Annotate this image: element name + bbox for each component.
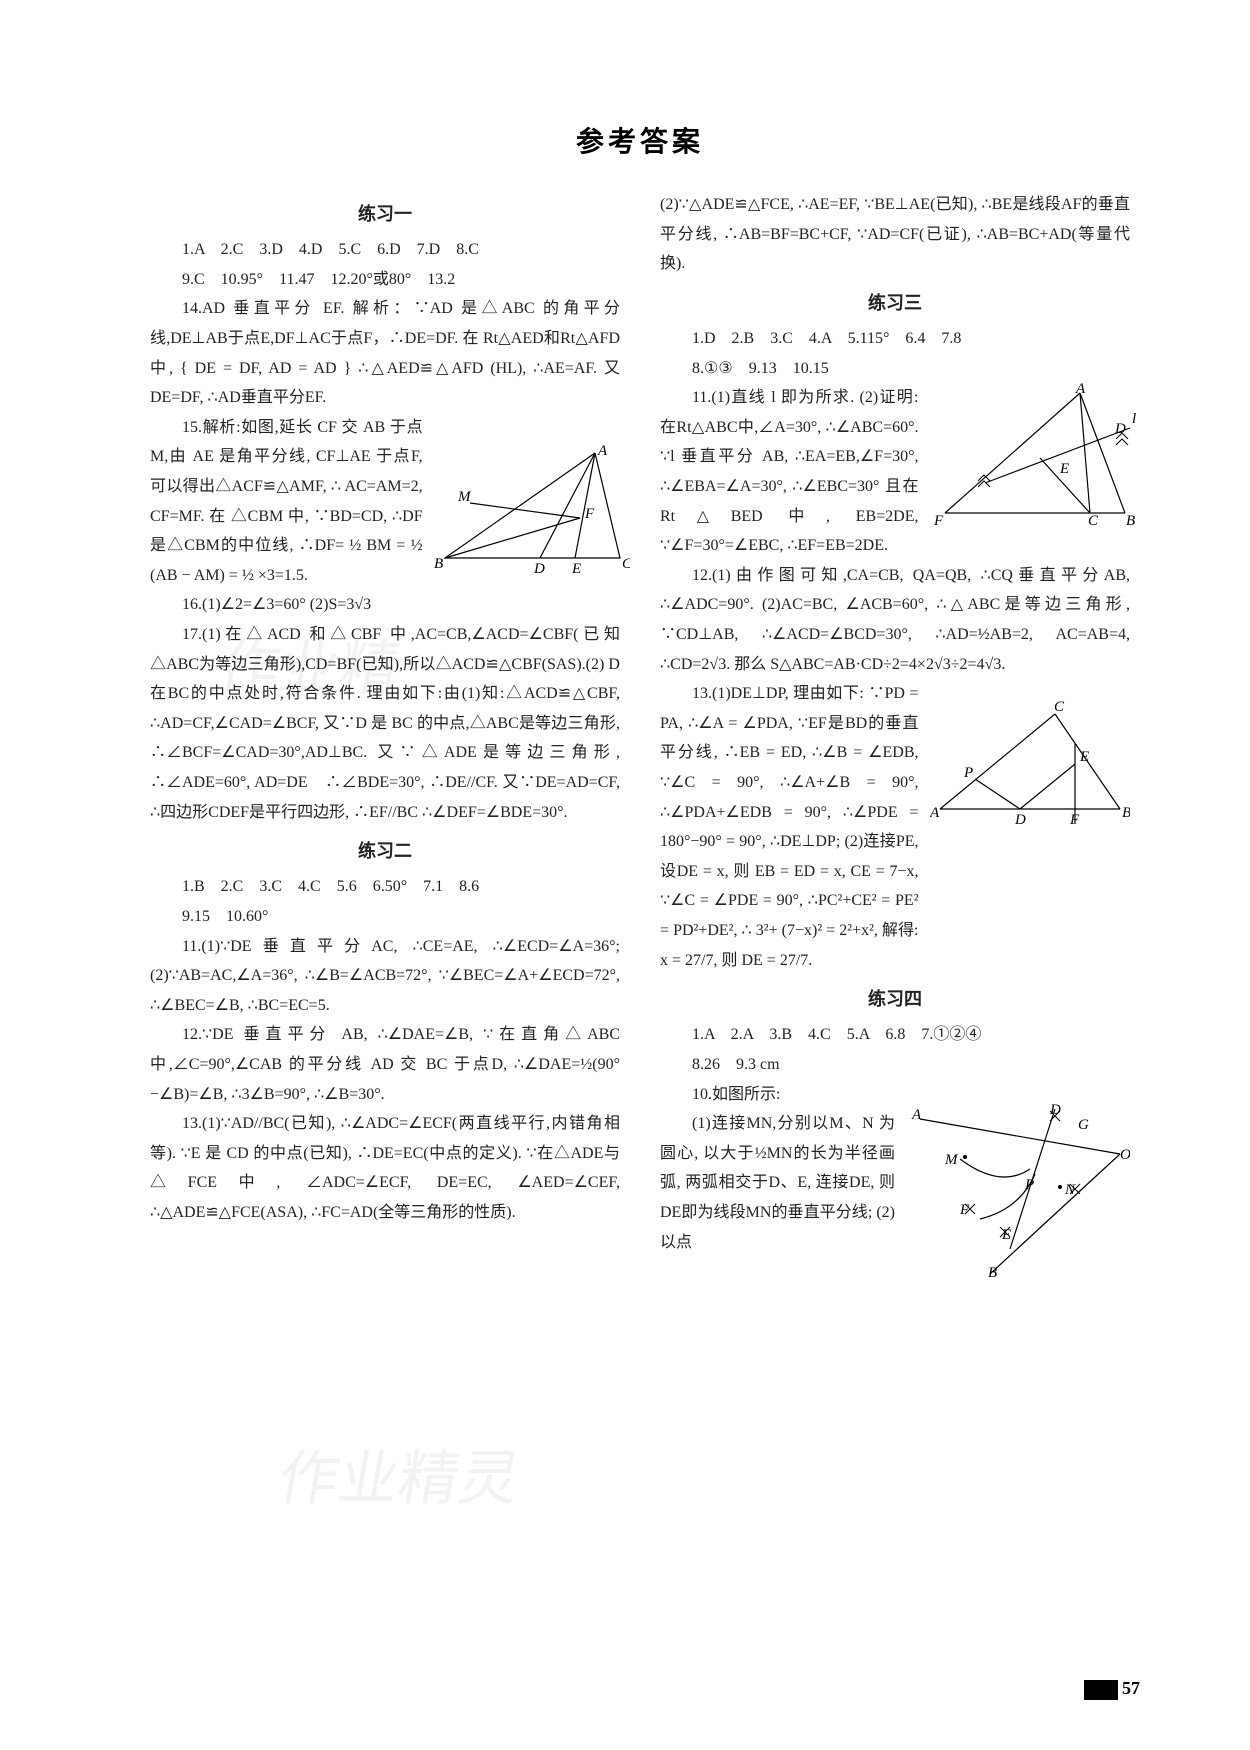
figure-q3-13: A B C D E F P	[930, 699, 1130, 829]
left-column: 练习一 1.A 2.C 3.D 4.D 5.C 6.D 7.D 8.C 9.C …	[150, 190, 620, 1257]
svg-text:C: C	[1054, 699, 1065, 715]
svg-text:A: A	[597, 443, 608, 459]
svg-text:F: F	[933, 513, 944, 529]
svg-text:M: M	[457, 489, 472, 505]
answers-1-line1: 1.A 2.C 3.D 4.D 5.C 6.D 7.D 8.C	[150, 235, 620, 265]
answers-3-line2: 8.①③ 9.13 10.15	[660, 354, 1130, 384]
svg-text:B: B	[434, 556, 443, 572]
svg-text:O: O	[1120, 1147, 1130, 1163]
svg-text:F: F	[1069, 812, 1080, 828]
answers-4-line2: 8.26 9.3 cm	[660, 1050, 1130, 1080]
svg-text:E: E	[1079, 749, 1089, 765]
svg-text:P: P	[1024, 1177, 1034, 1193]
svg-text:E: E	[1059, 461, 1069, 477]
q2-11: 11.(1)∵DE垂直平分AC, ∴CE=AE, ∴∠ECD=∠A=36°; (…	[150, 932, 620, 1021]
svg-text:G: G	[1078, 1117, 1089, 1133]
page-number-box-icon	[1084, 1680, 1118, 1700]
geometry-diagram-icon: A D G O M N P F E B	[910, 1099, 1130, 1279]
svg-text:B: B	[1122, 805, 1130, 821]
q3-11: 11.(1)直线 l 即为所求. (2)证明: 在Rt△ABC中,∠A=30°,…	[660, 383, 919, 561]
figure-q3-11: A B C F D E l	[930, 383, 1140, 533]
q3-12: 12.(1)由作图可知,CA=CB, QA=QB, ∴CQ垂直平分AB, ∴∠A…	[660, 561, 1130, 679]
svg-text:F: F	[584, 506, 595, 522]
svg-text:P: P	[963, 765, 973, 781]
answers-1-line2: 9.C 10.95° 11.47 12.20°或80° 13.2	[150, 265, 620, 295]
svg-text:D: D	[533, 561, 545, 577]
svg-text:M: M	[944, 1152, 959, 1168]
geometry-diagram-icon: A B C F D E l	[930, 383, 1140, 533]
section-title-3: 练习三	[660, 287, 1130, 320]
q2-13-cont: (2)∵△ADE≌△FCE, ∴AE=EF, ∵BE⊥AE(已知), ∴BE是线…	[660, 190, 1130, 279]
svg-text:A: A	[911, 1107, 922, 1123]
svg-text:B: B	[988, 1265, 997, 1279]
q2-13: 13.(1)∵AD//BC(已知), ∴∠ADC=∠ECF(两直线平行,内错角相…	[150, 1109, 620, 1227]
answers-2-line1: 1.B 2.C 3.C 4.C 5.6 6.50° 7.1 8.6	[150, 872, 620, 902]
two-columns: 练习一 1.A 2.C 3.D 4.D 5.C 6.D 7.D 8.C 9.C …	[150, 190, 1130, 1257]
svg-text:D: D	[1014, 812, 1026, 828]
page-number-value: 57	[1122, 1678, 1140, 1698]
svg-text:l: l	[1132, 411, 1136, 427]
section-title-2: 练习二	[150, 835, 620, 868]
svg-text:E: E	[571, 561, 581, 577]
answers-2-line2: 9.15 10.60°	[150, 902, 620, 932]
q17: 17.(1)在△ACD 和△CBF 中,AC=CB,∠ACD=∠CBF(已知△A…	[150, 620, 620, 827]
figure-q4-10: A D G O M N P F E B	[910, 1099, 1130, 1279]
section-title-1: 练习一	[150, 198, 620, 231]
geometry-diagram-icon: A B C D E F P	[930, 699, 1130, 829]
q16: 16.(1)∠2=∠3=60° (2)S=3√3	[150, 590, 620, 620]
section-title-4: 练习四	[660, 983, 1130, 1016]
q2-12: 12.∵DE 垂直平分 AB, ∴∠DAE=∠B, ∵在直角△ABC 中,∠C=…	[150, 1020, 620, 1109]
right-column: (2)∵△ADE≌△FCE, ∴AE=EF, ∵BE⊥AE(已知), ∴BE是线…	[660, 190, 1130, 1257]
q3-13: 13.(1)DE⊥DP, 理由如下: ∵PD = PA, ∴∠A = ∠PDA,…	[660, 679, 919, 975]
answers-3-line1: 1.D 2.B 3.C 4.A 5.115° 6.4 7.8	[660, 324, 1130, 354]
svg-text:A: A	[1075, 383, 1086, 397]
main-title: 参考答案	[150, 120, 1130, 160]
svg-text:C: C	[1088, 513, 1099, 529]
answers-4-line1: 1.A 2.A 3.B 4.C 5.A 6.8 7.①②④	[660, 1020, 1130, 1050]
q15: 15.解析:如图,延长 CF 交 AB 于点 M,由 AE 是角平分线, CF⊥…	[150, 413, 423, 591]
svg-text:A: A	[930, 805, 940, 821]
page: 参考答案 练习一 1.A 2.C 3.D 4.D 5.C 6.D 7.D 8.C…	[0, 0, 1250, 1750]
q14: 14.AD 垂直平分 EF. 解析：∵AD 是△ABC 的角平分线,DE⊥AB于…	[150, 294, 620, 412]
watermark-text: 作业精灵	[272, 1430, 527, 1517]
svg-text:C: C	[622, 556, 630, 572]
q4-10b: (1)连接MN,分别以M、N 为圆心, 以大于½MN的长为半径画弧, 两弧相交于…	[660, 1109, 895, 1257]
page-number: 57	[1084, 1678, 1140, 1700]
figure-q15: A B C D E F M	[430, 443, 630, 583]
svg-text:B: B	[1126, 513, 1135, 529]
geometry-diagram-icon: A B C D E F M	[430, 443, 630, 583]
